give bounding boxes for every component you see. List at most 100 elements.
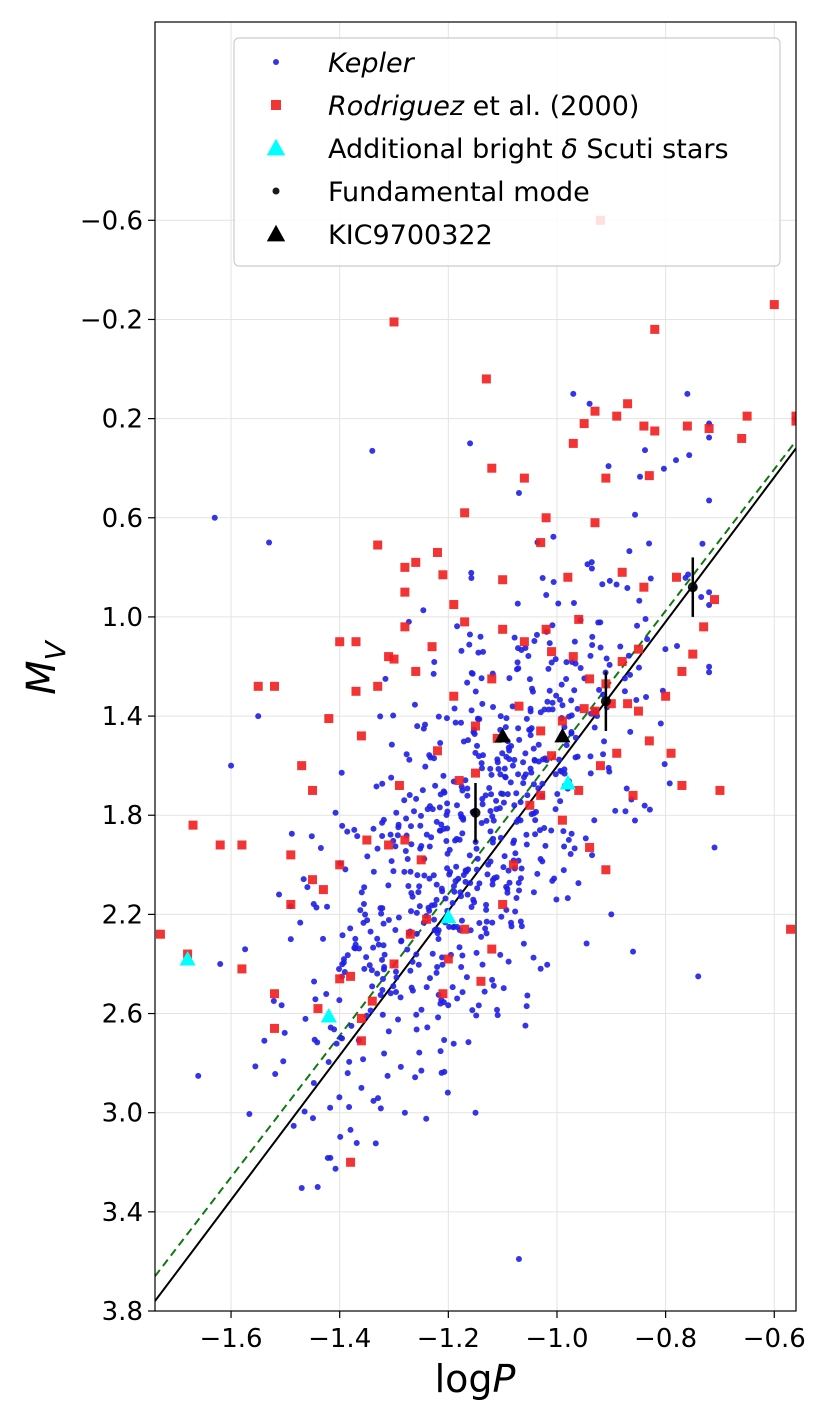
kepler-point <box>537 965 544 972</box>
kepler-point <box>480 648 487 655</box>
kepler-point <box>482 925 489 932</box>
kepler-point <box>468 707 475 714</box>
kepler-point <box>392 843 399 850</box>
kepler-point <box>468 904 475 911</box>
kepler-point <box>409 893 416 900</box>
kepler-point <box>542 755 549 762</box>
kepler-point <box>483 906 490 913</box>
rodriguez-et-al-2000-point <box>536 726 546 736</box>
kepler-point <box>385 1028 392 1035</box>
kepler-point <box>439 888 446 895</box>
kepler-point <box>453 835 460 842</box>
kepler-point <box>475 649 482 656</box>
kepler-point <box>589 633 596 640</box>
y-tick-label: 3.8 <box>102 1297 143 1327</box>
kepler-point <box>458 719 465 726</box>
kepler-point <box>358 1084 365 1091</box>
kepler-point <box>360 901 367 908</box>
kepler-point <box>527 732 534 739</box>
kepler-point <box>503 715 510 722</box>
rodriguez-et-al-2000-point <box>509 860 519 870</box>
kepler-point <box>636 597 643 604</box>
kepler-point <box>558 681 565 688</box>
kepler-point <box>425 904 432 911</box>
kepler-point <box>406 792 413 799</box>
rodriguez-et-al-2000-point <box>541 624 551 634</box>
rodriguez-et-al-2000-point <box>623 399 633 409</box>
kepler-point <box>332 809 339 816</box>
kepler-point <box>499 790 506 797</box>
y-tick-label: −0.6 <box>80 206 143 236</box>
rodriguez-et-al-2000-point <box>351 686 361 696</box>
kepler-point <box>300 876 307 883</box>
kepler-point <box>401 797 408 804</box>
rodriguez-et-al-2000-point <box>568 652 578 662</box>
kepler-point <box>381 951 388 958</box>
kepler-point <box>385 917 392 924</box>
kepler-point <box>346 1058 353 1065</box>
kepler-point <box>631 817 638 824</box>
kepler-point <box>414 872 421 879</box>
kepler-point <box>477 633 484 640</box>
kepler-point <box>514 600 521 607</box>
kepler-point <box>369 983 376 990</box>
kepler-point <box>459 787 466 794</box>
x-tick-label: −0.6 <box>743 1324 806 1354</box>
kepler-point <box>466 641 473 648</box>
legend: Kepler Rodriguez et al. (2000) Additional … <box>233 37 781 267</box>
rodriguez-et-al-2000-point <box>362 835 372 845</box>
rodriguez-et-al-2000-point <box>769 300 779 310</box>
kepler-point <box>450 883 457 890</box>
kepler-point <box>435 936 442 943</box>
rodriguez-et-al-2000-point <box>351 637 361 647</box>
rodriguez-et-al-2000-point <box>579 419 589 429</box>
kepler-point <box>353 1139 360 1146</box>
kepler-point <box>420 725 427 732</box>
kepler-point <box>468 574 475 581</box>
kepler-point <box>501 765 508 772</box>
rodriguez-et-al-2000-point <box>699 622 709 632</box>
kepler-point <box>545 665 552 672</box>
kepler-point <box>395 914 402 921</box>
kepler-point <box>443 837 450 844</box>
kepler-point <box>522 645 529 652</box>
kepler-point <box>469 1007 476 1014</box>
kepler-point <box>572 734 579 741</box>
kepler-point <box>211 514 218 521</box>
kepler-point <box>534 870 541 877</box>
x-axis-label: logP <box>435 1357 516 1401</box>
kepler-point <box>552 656 559 663</box>
kepler-point <box>532 817 539 824</box>
y-tick-label: 3.0 <box>102 1099 143 1129</box>
legend-label: Fundamental mode <box>328 177 590 208</box>
kepler-point <box>440 825 447 832</box>
kepler-point <box>472 688 479 695</box>
rodriguez-et-al-2000-point <box>791 411 796 421</box>
kepler-point <box>571 638 578 645</box>
kepler-point <box>337 1133 344 1140</box>
kepler-point <box>506 756 513 763</box>
kepler-point <box>390 712 397 719</box>
kepler-point <box>390 868 397 875</box>
kepler-point <box>388 741 395 748</box>
kepler-point <box>489 881 496 888</box>
kepler-point <box>337 1034 344 1041</box>
kepler-point <box>489 976 496 983</box>
kepler-point <box>483 930 490 937</box>
kepler-point <box>515 725 522 732</box>
kepler-point <box>339 932 346 939</box>
kepler-point <box>554 791 561 798</box>
data-points <box>155 215 796 1262</box>
kepler-point <box>431 901 438 908</box>
kepler-point <box>561 724 568 731</box>
kepler-point <box>496 805 503 812</box>
kepler-point <box>379 975 386 982</box>
kepler-point <box>387 990 394 997</box>
kepler-point <box>661 761 668 768</box>
rodriguez-et-al-2000-point <box>601 473 611 483</box>
rodriguez-et-al-2000-point <box>633 706 643 716</box>
kepler-point <box>479 795 486 802</box>
kepler-point <box>463 974 470 981</box>
kepler-point <box>498 913 505 920</box>
kepler-point <box>603 655 610 662</box>
